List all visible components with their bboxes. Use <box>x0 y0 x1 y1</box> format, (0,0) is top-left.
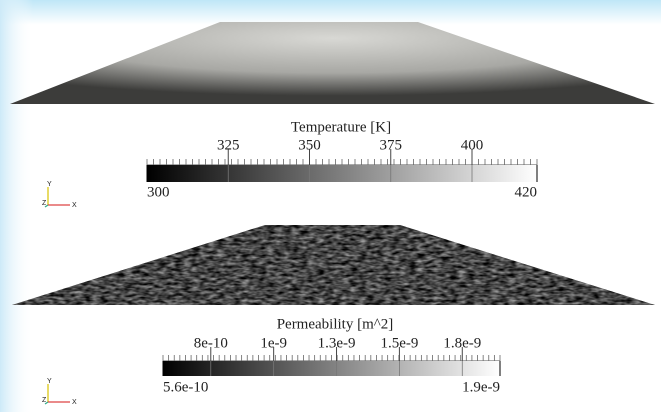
axis-label: Y <box>47 181 52 188</box>
colorbar-gradient <box>163 361 500 376</box>
tick-label: 375 <box>380 137 403 153</box>
axis-label: Z <box>42 200 47 207</box>
tick-label: 8e-10 <box>194 335 228 351</box>
axis-label: X <box>72 399 77 406</box>
tick-label: 1.3e-9 <box>318 335 356 351</box>
range-min-label: 300 <box>147 184 170 200</box>
axis-label: Y <box>47 378 52 385</box>
tick-label: 1.8e-9 <box>443 335 481 351</box>
range-max-label: 1.9e-9 <box>462 379 500 395</box>
colorbar-title: Permeability [m^2] <box>277 316 394 332</box>
colorbar-gradient <box>147 165 537 182</box>
range-min-label: 5.6e-10 <box>163 379 208 395</box>
colorbar-title: Temperature [K] <box>291 119 391 135</box>
range-max-label: 420 <box>515 184 538 200</box>
axis-label: X <box>72 202 77 209</box>
tick-label: 1.5e-9 <box>380 335 418 351</box>
axis-label: Z <box>42 397 47 404</box>
figure: Temperature [K] 325 350 375 400 300 420 Y Z X Perm… <box>0 0 661 412</box>
tick-label: 350 <box>298 137 321 153</box>
tick-label: 1e-9 <box>260 335 287 351</box>
tick-label: 400 <box>461 137 484 153</box>
tick-label: 325 <box>217 137 240 153</box>
